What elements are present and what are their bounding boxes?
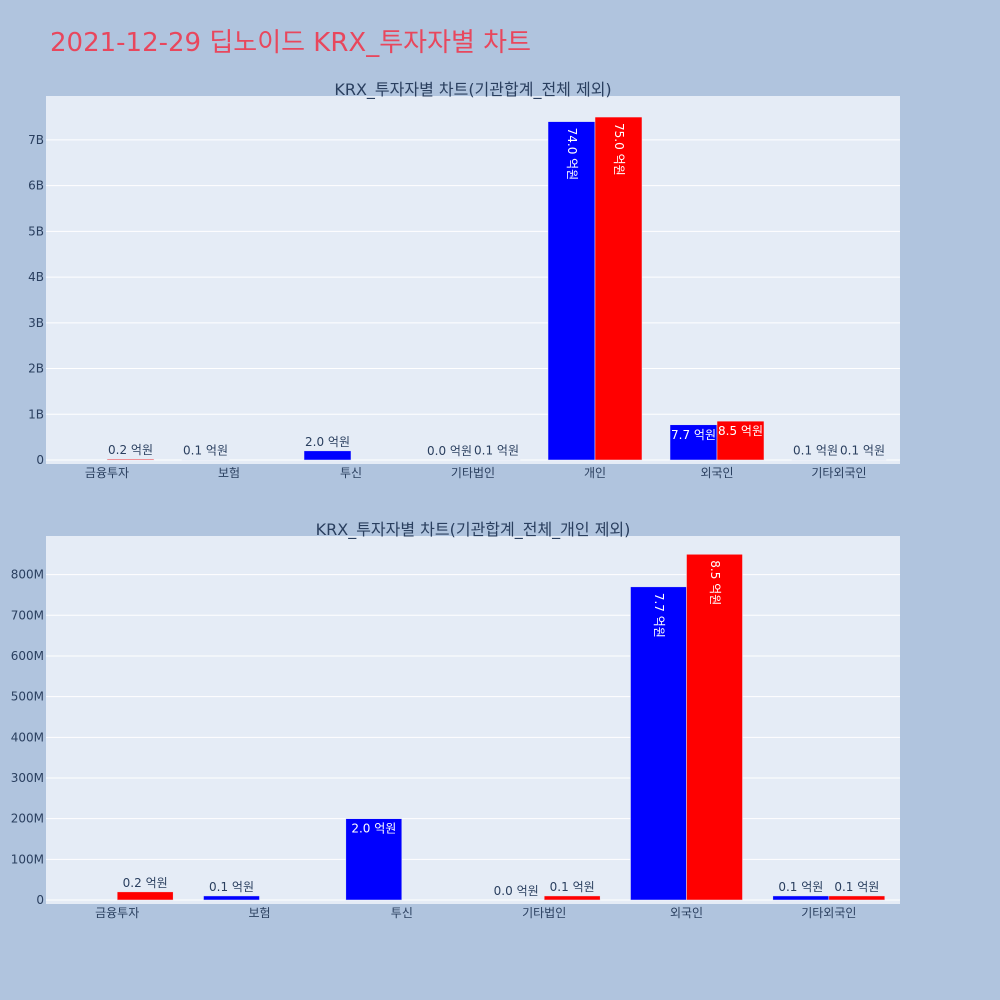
y-tick-label: 6B [28, 179, 44, 193]
bar [116, 891, 174, 901]
bar-value-label: 0.1 억원 [474, 444, 519, 458]
bar-value-label: 0.1 억원 [840, 444, 885, 458]
bar [630, 586, 687, 901]
y-tick-label: 400M [11, 730, 44, 744]
x-tick-label: 기타법인 [522, 906, 566, 920]
bar [716, 420, 765, 461]
bar [594, 116, 643, 461]
bar-value-label: 0.1 억원 [793, 444, 838, 458]
bar-value-label: 7.7 억원 [652, 593, 666, 638]
x-tick-label: 외국인 [700, 466, 733, 480]
x-tick-label: 기타법인 [451, 466, 495, 480]
bar [686, 554, 743, 901]
plot-area [46, 536, 900, 904]
bar-value-label: 0.1 억원 [550, 880, 595, 894]
x-tick-label: 외국인 [670, 906, 703, 920]
y-tick-label: 700M [11, 608, 44, 622]
y-tick-label: 500M [11, 690, 44, 704]
x-tick-label: 기타외국인 [801, 906, 856, 920]
bar [303, 450, 352, 461]
x-tick-label: 보험 [218, 466, 240, 480]
bar-value-label: 74.0 억원 [565, 128, 579, 181]
bar-value-label: 0.1 억원 [778, 880, 823, 894]
x-tick-label: 금융투자 [95, 906, 139, 920]
bar-value-label: 0.2 억원 [123, 876, 168, 890]
chart-title: KRX_투자자별 차트(기관합계_전체 제외) [334, 80, 611, 100]
x-tick-label: 투신 [391, 906, 413, 920]
bar-value-label: 0.0 억원 [427, 444, 472, 458]
y-tick-label: 0 [36, 893, 44, 907]
bar-value-label: 0.2 억원 [108, 443, 153, 457]
bar [203, 895, 260, 901]
bar [772, 895, 830, 901]
bar-value-label: 0.1 억원 [183, 444, 228, 458]
bar-value-label: 2.0 억원 [305, 435, 350, 449]
x-tick-label: 투신 [340, 466, 362, 480]
y-tick-label: 0 [36, 453, 44, 467]
plot-area [46, 96, 900, 464]
y-tick-label: 600M [11, 649, 44, 663]
bar [669, 424, 718, 461]
y-tick-label: 200M [11, 812, 44, 826]
bar-value-label: 8.5 억원 [718, 424, 763, 438]
bar-value-label: 0.0 억원 [494, 884, 539, 898]
bar-value-label: 8.5 억원 [708, 560, 722, 605]
y-tick-label: 1B [28, 407, 44, 421]
y-tick-label: 7B [28, 133, 44, 147]
bar-value-label: 7.7 억원 [671, 428, 716, 442]
x-tick-label: 보험 [248, 906, 270, 920]
bar [547, 121, 596, 461]
bar [106, 458, 155, 461]
bar [345, 818, 403, 901]
bar [828, 895, 886, 901]
y-tick-label: 4B [28, 270, 44, 284]
bar-value-label: 75.0 억원 [612, 123, 626, 176]
chart-title: KRX_투자자별 차트(기관합계_전체_개인 제외) [316, 520, 631, 540]
y-tick-label: 800M [11, 568, 44, 582]
x-tick-label: 기타외국인 [811, 466, 866, 480]
x-tick-label: 금융투자 [85, 466, 129, 480]
bar [543, 895, 601, 901]
page-title: 2021-12-29 딥노이드 KRX_투자자별 차트 [50, 28, 532, 58]
y-tick-label: 300M [11, 771, 44, 785]
y-tick-label: 5B [28, 224, 44, 238]
x-tick-label: 개인 [584, 466, 606, 480]
bar-value-label: 2.0 억원 [351, 822, 396, 836]
y-tick-label: 3B [28, 316, 44, 330]
bar-value-label: 0.1 억원 [834, 880, 879, 894]
y-tick-label: 2B [28, 362, 44, 376]
bar-value-label: 0.1 억원 [209, 880, 254, 894]
y-tick-label: 100M [11, 852, 44, 866]
